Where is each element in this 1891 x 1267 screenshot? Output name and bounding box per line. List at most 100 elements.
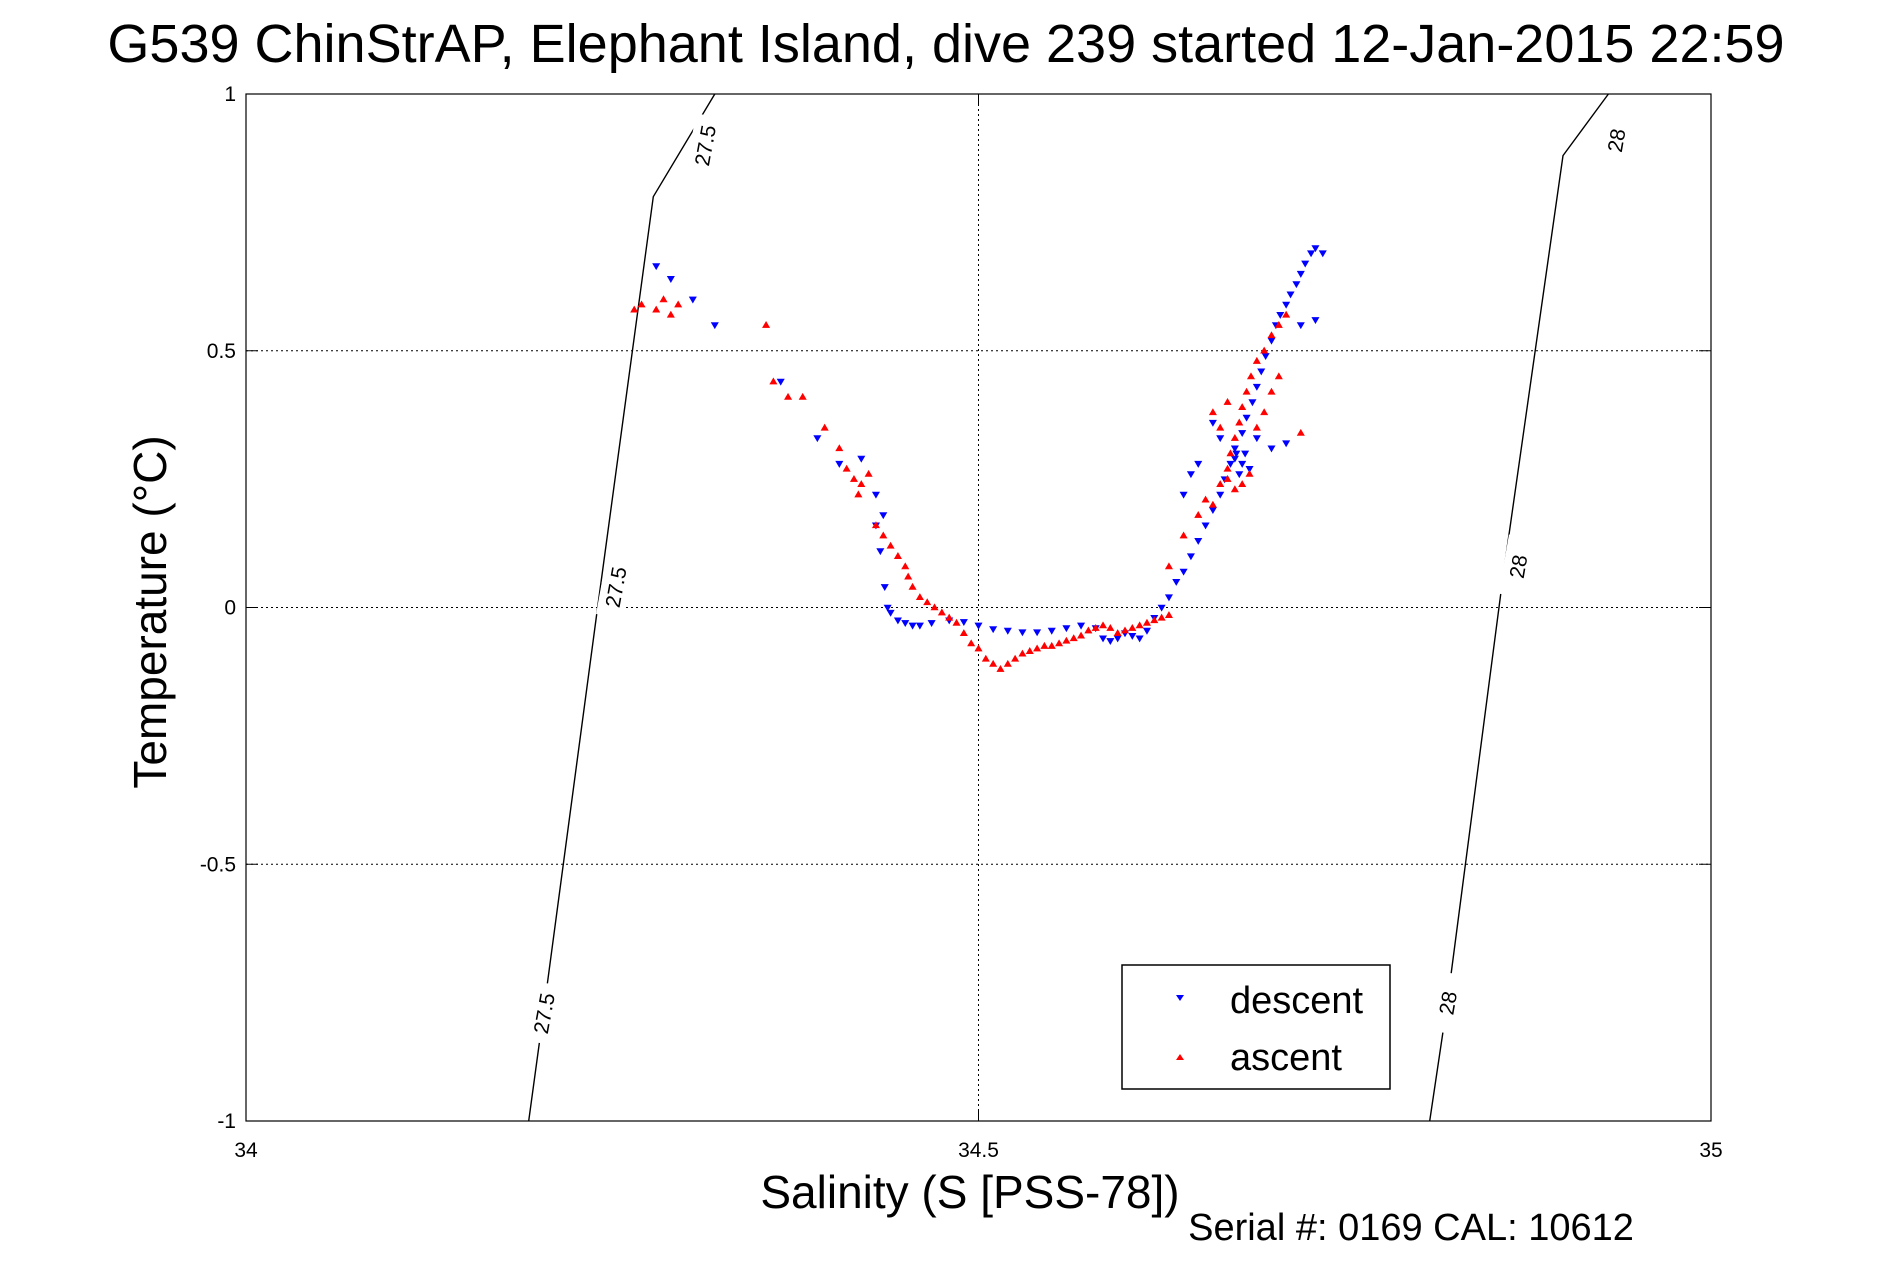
contour-label-mask	[1596, 108, 1635, 173]
ascent-point	[1150, 616, 1159, 624]
contour-label-mask	[1428, 970, 1467, 1035]
ascent-point	[1296, 428, 1305, 436]
descent-point	[1241, 450, 1250, 458]
descent-point	[666, 276, 675, 283]
ascent-point	[1201, 495, 1210, 503]
descent-point	[1106, 638, 1115, 645]
ascent-point	[930, 603, 939, 611]
ascent-point	[1274, 372, 1283, 380]
ascent-point	[652, 305, 661, 313]
x-tick-label: 35	[1699, 1139, 1722, 1162]
descent-point	[1282, 440, 1291, 448]
ascent-point	[1091, 623, 1100, 631]
ascent-point	[1267, 331, 1276, 339]
ascent-point	[915, 593, 924, 601]
descent-point	[1252, 435, 1261, 443]
legend: descent ascent	[1121, 964, 1391, 1090]
ascent-point	[974, 644, 983, 652]
ascent-point	[1282, 310, 1291, 318]
descent-point	[908, 622, 917, 630]
descent-point	[1267, 445, 1276, 453]
ascent-point	[1099, 621, 1108, 629]
descent-point	[1172, 579, 1181, 586]
ascent-point	[1179, 531, 1188, 539]
y-tick-label: 0	[224, 597, 236, 620]
legend-ascent-marker	[1176, 1054, 1184, 1060]
descent-point	[1135, 635, 1144, 643]
ascent-point	[857, 480, 866, 488]
descent-point	[1311, 245, 1320, 253]
descent-point	[886, 609, 895, 617]
descent-point	[1216, 491, 1225, 499]
descent-point	[1261, 353, 1270, 360]
ascent-point	[637, 300, 646, 308]
descent-point	[1077, 622, 1086, 630]
ascent-point	[1194, 510, 1203, 518]
ascent-point	[967, 639, 976, 647]
ascent-point	[959, 629, 968, 636]
ascent-point	[1003, 659, 1012, 667]
ascent-point	[1055, 639, 1064, 647]
ascent-point	[835, 444, 844, 452]
descent-point	[1292, 281, 1301, 289]
ascent-point	[1062, 636, 1071, 644]
descent-point	[959, 619, 968, 626]
ascent-point	[1235, 418, 1244, 426]
ascent-point	[798, 392, 807, 400]
ascent-point	[1047, 641, 1056, 649]
descent-point	[1164, 594, 1173, 602]
descent-point	[883, 604, 892, 612]
descent-point	[901, 620, 910, 628]
descent-point	[1286, 291, 1295, 299]
descent-point	[1179, 491, 1188, 499]
descent-point	[1018, 629, 1027, 637]
ascent-point	[908, 582, 917, 590]
descent-point	[1230, 455, 1239, 463]
y-tick-label: -0.5	[200, 853, 236, 876]
contour-label-mask	[1498, 534, 1537, 599]
descent-point	[876, 548, 885, 556]
descent-point	[1296, 270, 1305, 278]
ascent-point	[893, 552, 902, 559]
descent-point	[710, 322, 719, 330]
ascent-point	[1238, 480, 1247, 488]
y-tick-label: 1	[224, 83, 236, 106]
descent-point	[1318, 250, 1327, 258]
descent-point	[974, 622, 983, 630]
descent-point	[1267, 337, 1276, 345]
descent-point	[1113, 635, 1122, 643]
ascent-point	[849, 475, 858, 482]
ascent-point	[1142, 618, 1151, 626]
x-tick-label: 34.5	[958, 1139, 999, 1162]
descent-point	[1179, 568, 1188, 576]
ascent-point	[1230, 433, 1239, 441]
x-tick-label: 34	[234, 1139, 258, 1162]
ascent-point	[1267, 387, 1276, 395]
ascent-point	[945, 613, 954, 621]
descent-point	[1252, 383, 1261, 391]
ascent-point	[666, 310, 675, 318]
ascent-point	[952, 618, 961, 626]
ascent-point	[842, 464, 851, 472]
descent-point	[1311, 317, 1320, 325]
ascent-point	[1033, 644, 1042, 652]
ascent-point	[1274, 320, 1283, 328]
legend-box	[1121, 964, 1391, 1090]
legend-descent-marker	[1176, 995, 1184, 1001]
y-tick-label: 0.5	[207, 340, 236, 363]
descent-point	[857, 455, 866, 463]
ascent-point	[1238, 403, 1247, 411]
descent-point	[1245, 466, 1254, 473]
ascent-point	[1223, 464, 1232, 472]
descent-point	[1194, 460, 1203, 468]
contour-label-mask	[596, 554, 635, 619]
descent-point	[835, 460, 844, 468]
descent-point	[1062, 625, 1071, 633]
data-points	[630, 245, 1327, 672]
ascent-point	[981, 654, 990, 662]
ascent-point	[1135, 621, 1144, 629]
ascent-point	[1260, 346, 1269, 354]
descent-point	[1099, 635, 1108, 643]
contour-label-mask	[524, 981, 563, 1046]
descent-point	[879, 512, 888, 520]
